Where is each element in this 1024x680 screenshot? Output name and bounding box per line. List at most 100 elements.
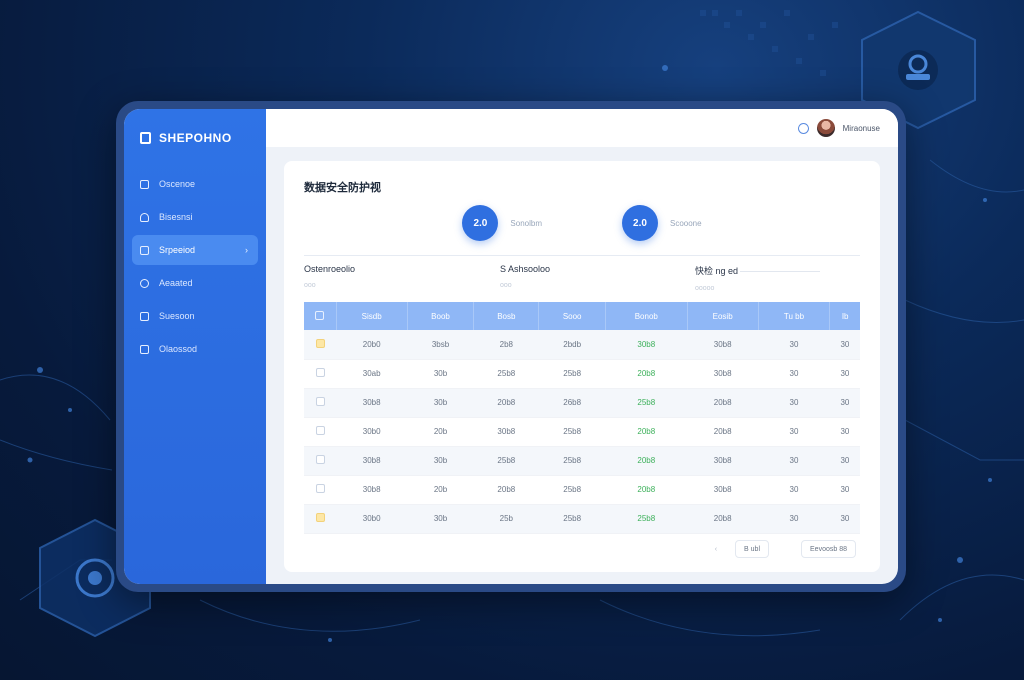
row-select-cell[interactable] [304, 475, 337, 505]
filter-field[interactable]: S Ashsooloo ooo [500, 264, 550, 292]
sidebar-item-2[interactable]: Bisesnsi [132, 202, 258, 232]
table-cell: 30 [758, 330, 830, 360]
refresh-icon [140, 278, 149, 288]
table-row[interactable]: 30b0 20b 30b8 25b8 20b8 20b8 30 30 [304, 417, 860, 447]
row-checkbox[interactable] [315, 368, 325, 377]
table-cell: 3bsb [407, 330, 474, 360]
row-select-cell[interactable] [304, 446, 337, 476]
stats-row: 2.0 Sonolbm 2.0 Scooone [304, 201, 860, 245]
data-table: Sisdb Boob Bosb Sooo Bonob Eosib Tu bb I… [304, 302, 860, 534]
row-select-cell[interactable] [304, 417, 337, 447]
prev-page-icon[interactable]: ‹ [706, 540, 726, 558]
table-row[interactable]: 30b0 30b 25b 25b8 25b8 20b8 30 30 [304, 504, 860, 534]
headset-icon [140, 212, 149, 222]
table-cell: 30b8 [473, 417, 539, 447]
page-size-select[interactable]: B ubl [735, 540, 770, 558]
filter-value: ooo [499, 282, 512, 289]
export-button[interactable]: Eevoosb 88 [801, 540, 856, 558]
column-header[interactable]: Sisdb [336, 302, 408, 330]
avatar[interactable] [816, 119, 835, 137]
user-name[interactable]: Miraonuse [842, 123, 880, 133]
pagination: ‹ B ubl Eevoosb 88 [706, 540, 856, 558]
filter-label: S Ashsooloo [499, 264, 551, 274]
row-checkbox[interactable] [315, 426, 325, 435]
table-row[interactable]: 30b8 30b 20b8 26b8 25b8 20b8 30 30 [304, 388, 860, 418]
row-checkbox[interactable] [315, 397, 325, 406]
table-cell: 25b [473, 504, 539, 534]
table-cell: 30 [829, 330, 860, 360]
table-cell: 25b8 [538, 475, 606, 505]
table-row[interactable]: 30ab 30b 25b8 25b8 20b8 30b8 30 30 [304, 359, 860, 389]
filter-input-line[interactable] [739, 271, 820, 273]
row-checkbox[interactable] [315, 338, 325, 348]
brand-title: SHEPOHNO [159, 131, 232, 145]
table-cell: 20b0 [336, 330, 408, 360]
notification-icon[interactable] [797, 122, 809, 134]
column-header[interactable]: Eosib [687, 302, 759, 330]
table-cell: 30b8 [687, 330, 759, 360]
select-all-header[interactable] [304, 302, 337, 330]
app-window: SHEPOHNO Oscenoe Bisesnsi Srpeeiod › [124, 109, 898, 584]
app-frame: SHEPOHNO Oscenoe Bisesnsi Srpeeiod › [116, 101, 906, 592]
column-header[interactable]: Sooo [538, 302, 606, 330]
page-title: 数据安全防护视 [304, 182, 381, 194]
table-cell: 30b0 [336, 504, 408, 534]
pagination-controls: ‹ B ubl [706, 540, 770, 558]
sidebar-item-label: Aeaated [159, 278, 193, 288]
table-cell: 30b8 [336, 388, 408, 418]
table-cell: 30b8 [687, 475, 759, 505]
sidebar-item-label: Srpeeiod [159, 245, 196, 255]
table-cell: 30 [829, 475, 860, 505]
sidebar-nav: Oscenoe Bisesnsi Srpeeiod › Aeaated [124, 169, 266, 364]
row-select-cell[interactable] [304, 388, 337, 418]
table-cell: 30 [829, 504, 860, 534]
sidebar-item-1[interactable]: Oscenoe [132, 169, 258, 199]
table-cell: 2bdb [538, 330, 606, 360]
column-header[interactable]: Bosb [473, 302, 540, 330]
row-select-cell[interactable] [304, 330, 337, 360]
table-cell: 20b8 [605, 475, 688, 505]
table-cell: 30 [758, 446, 830, 476]
chevron-right-icon: › [245, 245, 248, 255]
table-cell: 25b8 [473, 359, 539, 389]
row-select-cell[interactable] [304, 504, 337, 534]
table-cell: 30ab [336, 359, 408, 389]
table-row[interactable]: 20b0 3bsb 2b8 2bdb 30b8 30b8 30 30 [304, 330, 860, 360]
table-row[interactable]: 30b8 30b 25b8 25b8 20b8 30b8 30 30 [304, 446, 860, 476]
table-cell: 20b8 [687, 504, 759, 534]
main-area: Miraonuse 数据安全防护视 2.0 Sonolbm 2.0 Scooon… [266, 109, 898, 584]
column-header[interactable]: Bonob [605, 302, 688, 330]
file-icon [140, 344, 149, 354]
table-cell: 25b8 [538, 504, 606, 534]
sidebar-item-6[interactable]: Olaossod [132, 334, 258, 364]
table-cell: 25b8 [605, 388, 688, 418]
table-cell: 20b8 [473, 388, 539, 418]
column-header[interactable]: Ib [841, 311, 849, 321]
table-cell: 30b8 [605, 330, 688, 360]
table-cell: 20b8 [605, 446, 688, 476]
row-checkbox[interactable] [315, 513, 325, 522]
table-cell: 30 [758, 417, 830, 447]
table-cell: 30 [758, 359, 830, 389]
sidebar-item-4[interactable]: Aeaated [132, 268, 258, 298]
table-cell: 30b [407, 504, 474, 534]
table-cell: 30b0 [336, 417, 408, 447]
table-cell: 20b8 [687, 388, 759, 418]
column-header[interactable]: Tu bb [758, 302, 831, 330]
chart-icon [140, 311, 149, 321]
column-header[interactable]: Boob [407, 302, 475, 330]
select-all-checkbox[interactable] [315, 310, 325, 320]
brand: SHEPOHNO [124, 127, 266, 149]
sidebar-item-3[interactable]: Srpeeiod › [132, 235, 258, 265]
filter-field[interactable]: 快检 ng ed ooooo [695, 264, 820, 292]
sidebar-item-5[interactable]: Suesoon [132, 301, 258, 331]
row-checkbox[interactable] [315, 455, 325, 464]
row-select-cell[interactable] [304, 359, 337, 389]
stat-value-badge: 2.0 [621, 205, 658, 241]
table-cell: 30 [758, 388, 830, 418]
row-checkbox[interactable] [315, 484, 325, 493]
document-icon [140, 179, 149, 189]
table-row[interactable]: 30b8 20b 20b8 25b8 20b8 30b8 30 30 [304, 475, 860, 505]
sidebar-item-label: Bisesnsi [159, 212, 193, 222]
filter-field[interactable]: Ostenroeolio ooo [304, 264, 355, 292]
